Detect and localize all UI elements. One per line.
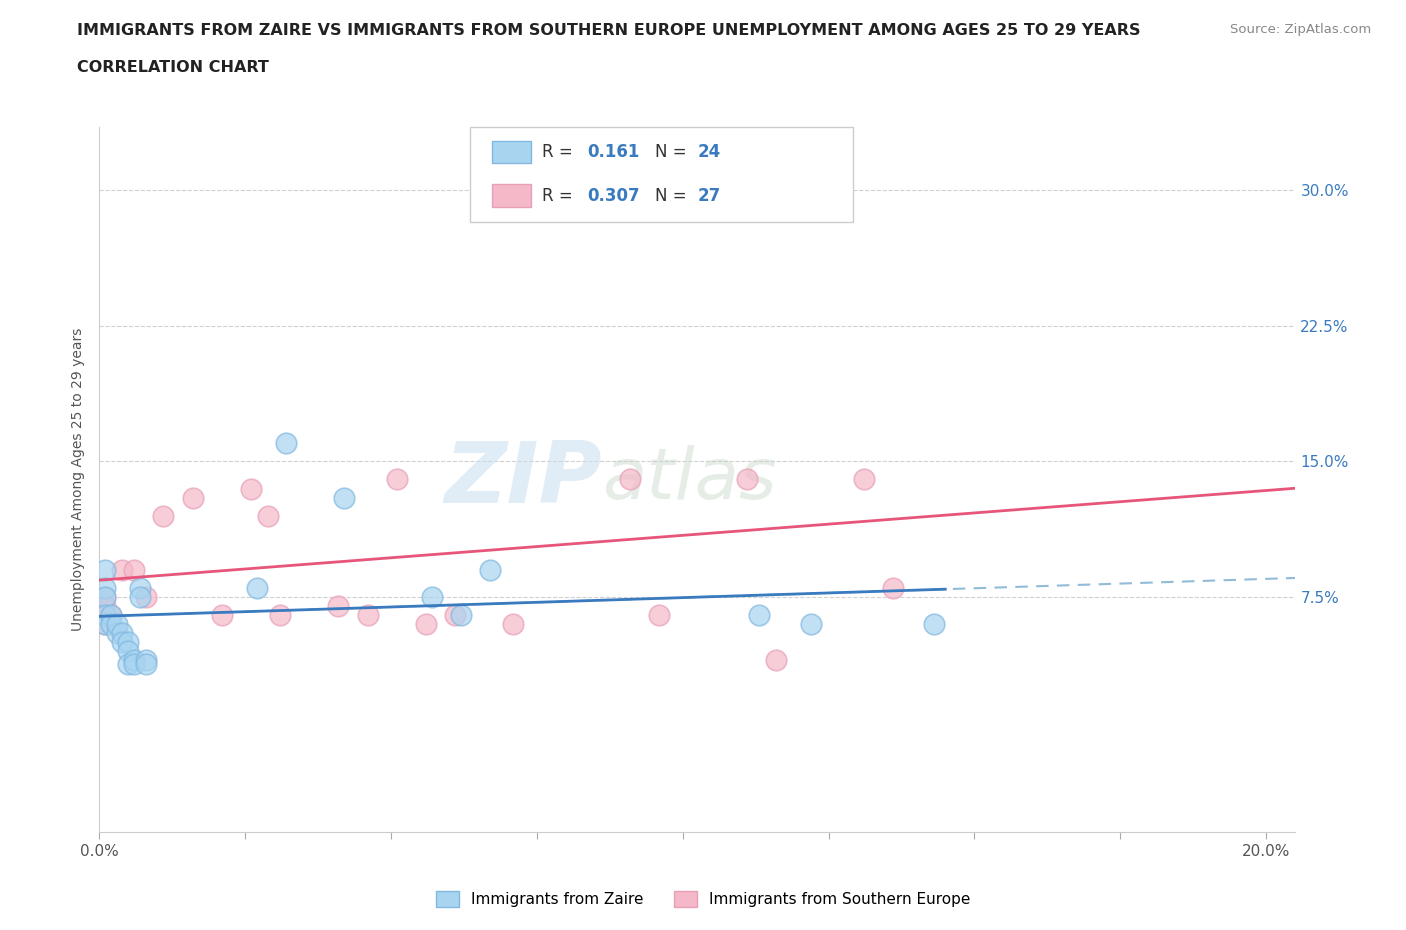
- Point: [117, 657, 139, 671]
- Point: [105, 626, 128, 641]
- Point: [117, 644, 139, 658]
- Text: 24: 24: [697, 143, 720, 161]
- Point: [385, 472, 408, 487]
- Text: CORRELATION CHART: CORRELATION CHART: [77, 60, 269, 75]
- Text: N =: N =: [655, 187, 692, 205]
- Point: [450, 608, 472, 623]
- Point: [94, 599, 117, 614]
- Point: [269, 608, 291, 623]
- Point: [135, 653, 157, 668]
- Point: [94, 590, 117, 604]
- FancyBboxPatch shape: [470, 126, 853, 222]
- Point: [444, 608, 467, 623]
- Point: [333, 490, 356, 505]
- Text: R =: R =: [541, 143, 578, 161]
- Point: [129, 590, 152, 604]
- Point: [94, 617, 117, 631]
- Point: [111, 563, 134, 578]
- Point: [648, 608, 671, 623]
- Point: [619, 472, 641, 487]
- Point: [531, 192, 554, 206]
- Point: [748, 608, 770, 623]
- FancyBboxPatch shape: [492, 184, 531, 207]
- Point: [122, 563, 145, 578]
- Point: [257, 509, 280, 524]
- Point: [735, 472, 758, 487]
- Point: [765, 653, 787, 668]
- Text: Source: ZipAtlas.com: Source: ZipAtlas.com: [1230, 23, 1371, 36]
- Point: [420, 590, 443, 604]
- Point: [922, 617, 945, 631]
- Legend: Immigrants from Zaire, Immigrants from Southern Europe: Immigrants from Zaire, Immigrants from S…: [430, 884, 976, 913]
- Text: 27: 27: [697, 187, 720, 205]
- Point: [246, 580, 269, 595]
- Point: [100, 617, 122, 631]
- Point: [135, 590, 157, 604]
- Point: [152, 509, 174, 524]
- Point: [239, 481, 262, 496]
- Point: [800, 617, 823, 631]
- Point: [122, 657, 145, 671]
- Point: [105, 617, 128, 631]
- Point: [882, 580, 904, 595]
- Point: [479, 563, 502, 578]
- Point: [122, 653, 145, 668]
- Text: atlas: atlas: [602, 445, 776, 514]
- FancyBboxPatch shape: [492, 140, 531, 164]
- Point: [181, 490, 204, 505]
- Point: [94, 608, 117, 623]
- Point: [100, 608, 122, 623]
- Point: [356, 608, 378, 623]
- Point: [117, 635, 139, 650]
- Point: [94, 617, 117, 631]
- Point: [415, 617, 437, 631]
- Point: [328, 599, 350, 614]
- Point: [135, 657, 157, 671]
- Point: [94, 580, 117, 595]
- Point: [100, 608, 122, 623]
- Text: R =: R =: [541, 187, 578, 205]
- Text: N =: N =: [655, 143, 692, 161]
- Text: ZIP: ZIP: [444, 438, 602, 521]
- Point: [94, 590, 117, 604]
- Text: 0.161: 0.161: [588, 143, 640, 161]
- Y-axis label: Unemployment Among Ages 25 to 29 years: Unemployment Among Ages 25 to 29 years: [72, 327, 86, 631]
- Point: [94, 563, 117, 578]
- Text: IMMIGRANTS FROM ZAIRE VS IMMIGRANTS FROM SOUTHERN EUROPE UNEMPLOYMENT AMONG AGES: IMMIGRANTS FROM ZAIRE VS IMMIGRANTS FROM…: [77, 23, 1140, 38]
- Point: [129, 580, 152, 595]
- Point: [111, 626, 134, 641]
- Point: [211, 608, 233, 623]
- Point: [94, 608, 117, 623]
- Point: [274, 436, 297, 451]
- Point: [111, 635, 134, 650]
- Text: 0.307: 0.307: [588, 187, 640, 205]
- Point: [502, 617, 524, 631]
- Point: [852, 472, 875, 487]
